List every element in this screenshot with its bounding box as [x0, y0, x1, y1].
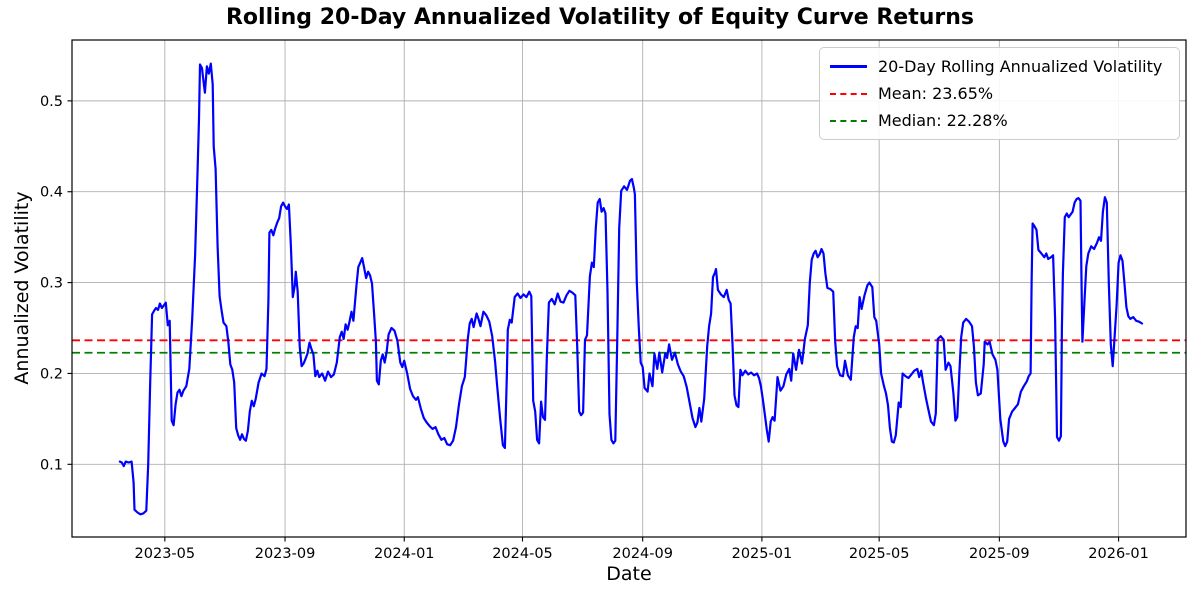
- volatility-line: [118, 62, 1144, 516]
- legend-line-median-icon: [830, 119, 867, 122]
- legend-item-mean: Mean: 23.65%: [830, 80, 1169, 107]
- chart-title: Rolling 20-Day Annualized Volatility of …: [225, 5, 975, 30]
- legend-item-volatility: 20-Day Rolling Annualized Volatility: [830, 53, 1169, 80]
- y-tick-label: 0.3: [40, 276, 63, 292]
- legend-line-mean-icon: [830, 92, 867, 95]
- x-tick-label: 2024-05: [492, 546, 553, 562]
- x-tick-label: 2024-09: [612, 546, 673, 562]
- y-tick-label: 0.1: [40, 457, 63, 473]
- legend-item-median: Median: 22.28%: [830, 107, 1169, 134]
- legend-label-volatility: 20-Day Rolling Annualized Volatility: [878, 57, 1163, 76]
- x-tick-label: 2023-05: [135, 546, 196, 562]
- x-tick-label: 2023-09: [255, 546, 316, 562]
- legend-label-median: Median: 22.28%: [878, 111, 1008, 130]
- y-tick-label: 0.2: [40, 366, 63, 382]
- y-tick-label: 0.4: [40, 185, 63, 201]
- x-axis-label: Date: [606, 563, 652, 585]
- x-tick-label: 2024-01: [374, 546, 435, 562]
- legend-label-mean: Mean: 23.65%: [878, 84, 994, 103]
- x-tick-label: 2025-09: [969, 546, 1030, 562]
- y-axis-label: Annualized Volatility: [11, 191, 33, 385]
- y-tick-label: 0.5: [40, 94, 63, 110]
- plot-frame: [71, 39, 1187, 538]
- x-tick-label: 2026-01: [1088, 546, 1149, 562]
- legend: 20-Day Rolling Annualized Volatility Mea…: [819, 47, 1180, 140]
- legend-line-volatility-icon: [830, 65, 867, 68]
- x-tick-label: 2025-05: [849, 546, 910, 562]
- x-tick-label: 2025-01: [732, 546, 793, 562]
